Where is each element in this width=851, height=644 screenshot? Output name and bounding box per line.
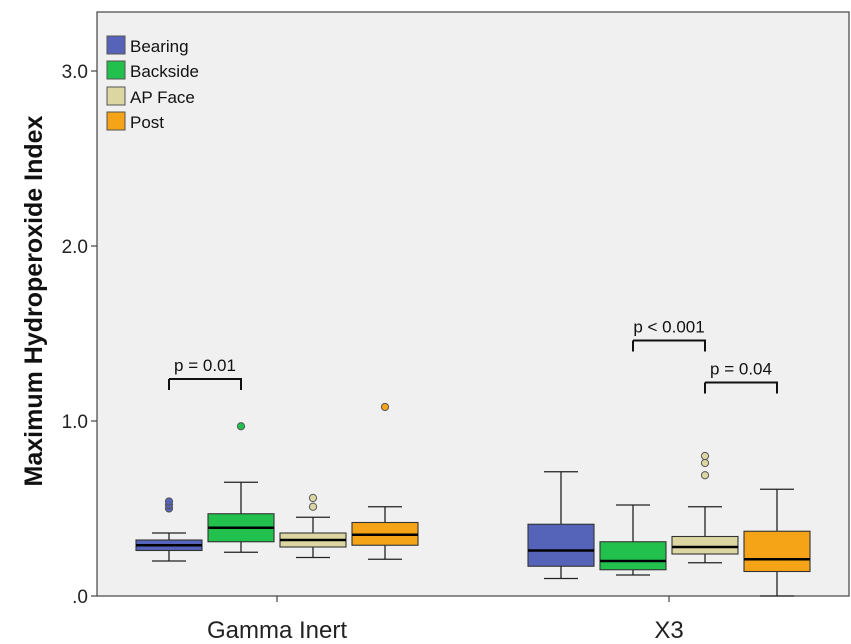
outlier-point (700, 471, 710, 480)
bracket-line (704, 381, 778, 394)
box-iqr (527, 523, 595, 567)
box-post (743, 488, 811, 597)
box-iqr (599, 541, 667, 571)
box-bearing (135, 497, 203, 562)
outlier-point (700, 458, 710, 468)
y-tick-label: 1.0 (62, 412, 88, 433)
x-tick-label: Gamma Inert (207, 617, 347, 644)
box-backside (599, 504, 667, 576)
significance-bracket: p = 0.01 (168, 356, 242, 390)
box-bearing (527, 471, 595, 580)
p-value-label: p = 0.04 (710, 360, 772, 379)
significance-bracket: p < 0.001 (632, 318, 706, 352)
significance-bracket: p = 0.04 (704, 360, 778, 394)
x-tick-label: X3 (654, 617, 683, 644)
legend-label-post: Post (130, 113, 164, 132)
box-iqr (743, 530, 811, 573)
outlier-point (308, 502, 318, 511)
outlier-point (164, 497, 174, 506)
bracket-line (632, 339, 706, 352)
outlier-point (308, 493, 318, 503)
legend-label-ap-face: AP Face (130, 88, 195, 107)
box-series (135, 402, 811, 597)
y-tick-label: 2.0 (62, 237, 88, 258)
p-value-label: p = 0.01 (174, 356, 236, 375)
box-post (351, 402, 419, 560)
bracket-line (168, 378, 242, 390)
significance-annotations: p = 0.01 p < 0.001 p = 0.04 (168, 318, 778, 394)
outlier-point (700, 451, 710, 461)
legend-label-bearing: Bearing (130, 37, 189, 56)
legend-swatch-post (106, 111, 126, 131)
box-ap-face (671, 451, 739, 564)
x-axis-ticks: Gamma Inert X3 (207, 596, 684, 644)
y-axis-ticks: .0 1.0 2.0 3.0 (62, 62, 97, 608)
outlier-point (236, 422, 246, 431)
y-axis-label: Maximum Hydroperoxide Index (20, 115, 48, 486)
y-tick-label: 3.0 (62, 62, 88, 83)
p-value-label: p < 0.001 (633, 318, 704, 337)
legend-swatch-bearing (106, 35, 126, 55)
box-iqr (671, 535, 739, 555)
box-backside (207, 422, 275, 553)
outlier-point (380, 402, 390, 412)
box-ap-face (279, 493, 347, 559)
legend-label-backside: Backside (130, 62, 199, 81)
legend: Bearing Backside AP Face Post (103, 30, 223, 138)
legend-swatch-ap-face (106, 86, 126, 106)
legend-swatch-backside (106, 60, 126, 80)
y-tick-label: .0 (72, 587, 88, 608)
